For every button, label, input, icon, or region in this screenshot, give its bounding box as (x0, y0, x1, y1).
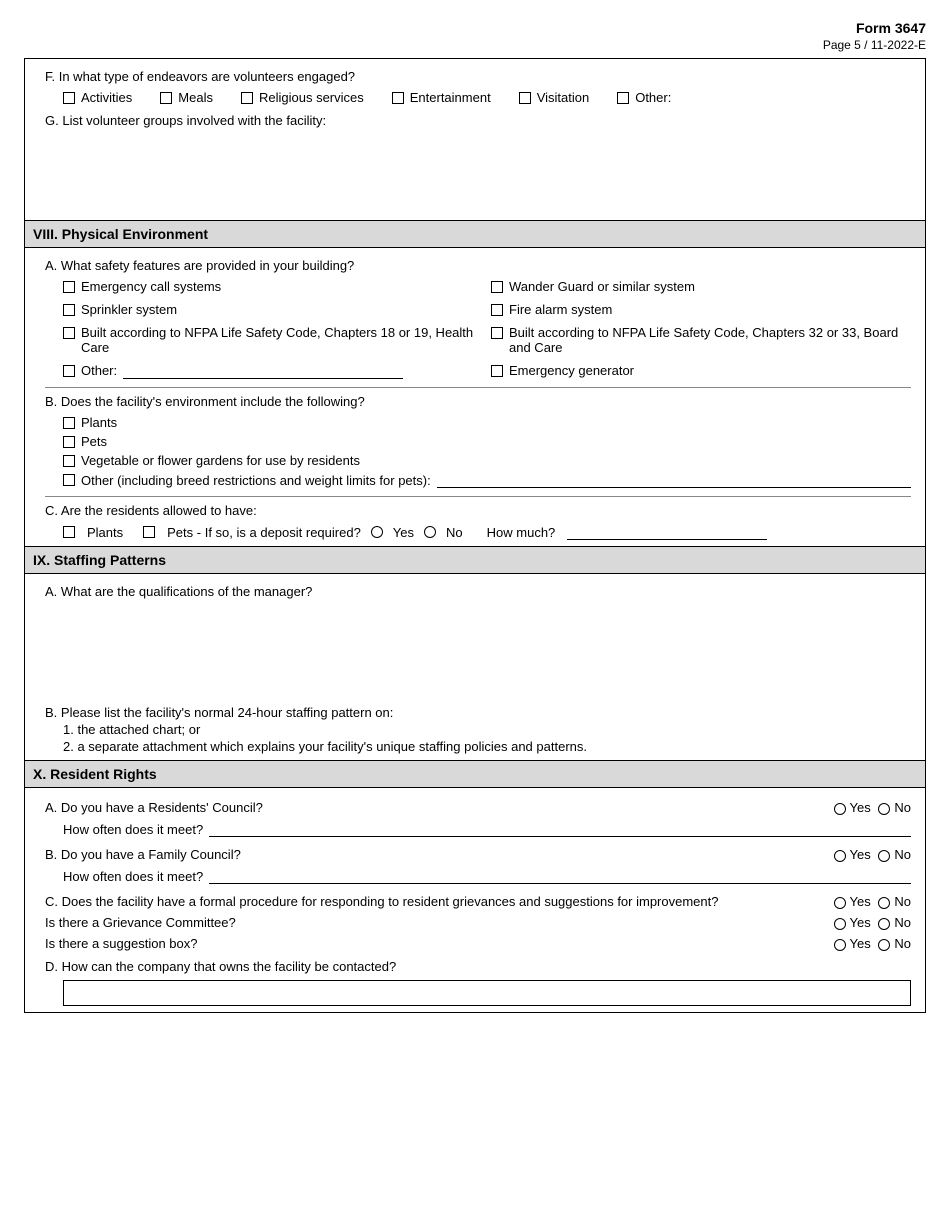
checkbox-nfpa-board[interactable] (491, 327, 503, 339)
section-x-header: X. Resident Rights (25, 760, 925, 788)
question-x-c-sub2: Is there a suggestion box? (45, 936, 822, 951)
checkbox-fire-alarm[interactable] (491, 304, 503, 316)
radio-x-b-no[interactable] (878, 850, 890, 862)
question-viii-a: A. What safety features are provided in … (45, 258, 911, 273)
label-visitation: Visitation (537, 90, 590, 105)
question-x-c-sub1: Is there a Grievance Committee? (45, 915, 822, 930)
radio-deposit-yes[interactable] (371, 526, 383, 538)
label-yes: Yes (850, 847, 871, 862)
checkbox-pets-c[interactable] (143, 526, 155, 538)
label-yes: Yes (850, 894, 871, 909)
label-yes-deposit: Yes (393, 525, 414, 540)
checkbox-religious[interactable] (241, 92, 253, 104)
label-other-f: Other: (635, 90, 671, 105)
section-ix-header: IX. Staffing Patterns (25, 546, 925, 574)
label-nfpa-board: Built according to NFPA Life Safety Code… (509, 325, 911, 355)
label-religious: Religious services (259, 90, 364, 105)
input-x-b-sub[interactable] (209, 868, 911, 884)
radio-x-c2-yes[interactable] (834, 939, 846, 951)
radio-deposit-no[interactable] (424, 526, 436, 538)
label-other-viii-b: Other (including breed restrictions and … (81, 473, 431, 488)
checkbox-emergency-call[interactable] (63, 281, 75, 293)
question-ix-a: A. What are the qualifications of the ma… (45, 584, 911, 599)
checkbox-entertainment[interactable] (392, 92, 404, 104)
input-x-a-sub[interactable] (209, 821, 911, 837)
question-viii-b: B. Does the facility's environment inclu… (45, 394, 911, 409)
label-meals: Meals (178, 90, 213, 105)
radio-x-b-yes[interactable] (834, 850, 846, 862)
label-wander-guard: Wander Guard or similar system (509, 279, 695, 294)
divider (45, 496, 911, 497)
checkbox-plants-c[interactable] (63, 526, 75, 538)
ix-b-line2: 2. a separate attachment which explains … (63, 739, 911, 754)
label-sprinkler: Sprinkler system (81, 302, 177, 317)
question-x-a-sub: How often does it meet? (63, 822, 203, 837)
page-info: Page 5 / 11-2022-E (24, 38, 926, 52)
label-no: No (894, 847, 911, 862)
radio-x-c-yes[interactable] (834, 897, 846, 909)
label-no: No (894, 936, 911, 951)
label-no: No (894, 800, 911, 815)
radio-x-a-yes[interactable] (834, 803, 846, 815)
question-x-a: A. Do you have a Residents' Council? (45, 800, 822, 815)
label-no-deposit: No (446, 525, 463, 540)
form-number: Form 3647 (24, 20, 926, 36)
label-plants-b: Plants (81, 415, 117, 430)
input-other-viii-a[interactable] (123, 363, 403, 379)
label-entertainment: Entertainment (410, 90, 491, 105)
ix-b-line1: 1. the attached chart; or (63, 722, 911, 737)
label-yes: Yes (850, 915, 871, 930)
input-howmuch[interactable] (567, 524, 767, 540)
textarea-ix-a[interactable] (45, 601, 911, 701)
label-emergency-call: Emergency call systems (81, 279, 221, 294)
checkbox-activities[interactable] (63, 92, 75, 104)
label-plants-c: Plants (87, 525, 123, 540)
question-x-b-sub: How often does it meet? (63, 869, 203, 884)
input-other-viii-b[interactable] (437, 472, 911, 488)
label-pets-b: Pets (81, 434, 107, 449)
checkbox-pets-b[interactable] (63, 436, 75, 448)
radio-x-c1-no[interactable] (878, 918, 890, 930)
textarea-g[interactable] (45, 134, 911, 214)
label-fire-alarm: Fire alarm system (509, 302, 612, 317)
input-x-d[interactable] (63, 980, 911, 1006)
radio-x-c2-no[interactable] (878, 939, 890, 951)
question-viii-c: C. Are the residents allowed to have: (45, 503, 911, 518)
radio-x-c1-yes[interactable] (834, 918, 846, 930)
label-emergency-gen: Emergency generator (509, 363, 634, 378)
checkbox-other-viii-a[interactable] (63, 365, 75, 377)
checkbox-other-viii-b[interactable] (63, 474, 75, 486)
label-nfpa-health: Built according to NFPA Life Safety Code… (81, 325, 483, 355)
question-f: F. In what type of endeavors are volunte… (45, 69, 911, 84)
label-yes: Yes (850, 936, 871, 951)
checkbox-plants-b[interactable] (63, 417, 75, 429)
label-howmuch: How much? (487, 525, 556, 540)
section-viii-header: VIII. Physical Environment (25, 220, 925, 248)
question-ix-b: B. Please list the facility's normal 24-… (45, 705, 911, 720)
checkbox-wander-guard[interactable] (491, 281, 503, 293)
checkbox-sprinkler[interactable] (63, 304, 75, 316)
question-x-b: B. Do you have a Family Council? (45, 847, 822, 862)
label-other-viii-a: Other: (81, 363, 117, 378)
checkbox-emergency-gen[interactable] (491, 365, 503, 377)
question-g: G. List volunteer groups involved with t… (45, 113, 911, 128)
form-container: F. In what type of endeavors are volunte… (24, 58, 926, 1013)
question-x-c: C. Does the facility have a formal proce… (45, 894, 822, 909)
label-pets-c: Pets - If so, is a deposit required? (167, 525, 361, 540)
label-activities: Activities (81, 90, 132, 105)
checkbox-meals[interactable] (160, 92, 172, 104)
label-yes: Yes (850, 800, 871, 815)
label-no: No (894, 915, 911, 930)
label-gardens: Vegetable or flower gardens for use by r… (81, 453, 360, 468)
radio-x-c-no[interactable] (878, 897, 890, 909)
radio-x-a-no[interactable] (878, 803, 890, 815)
question-x-d: D. How can the company that owns the fac… (45, 959, 911, 974)
checkbox-nfpa-health[interactable] (63, 327, 75, 339)
label-no: No (894, 894, 911, 909)
checkbox-visitation[interactable] (519, 92, 531, 104)
divider (45, 387, 911, 388)
page-header: Form 3647 Page 5 / 11-2022-E (24, 20, 926, 52)
checkbox-other-f[interactable] (617, 92, 629, 104)
checkbox-gardens[interactable] (63, 455, 75, 467)
